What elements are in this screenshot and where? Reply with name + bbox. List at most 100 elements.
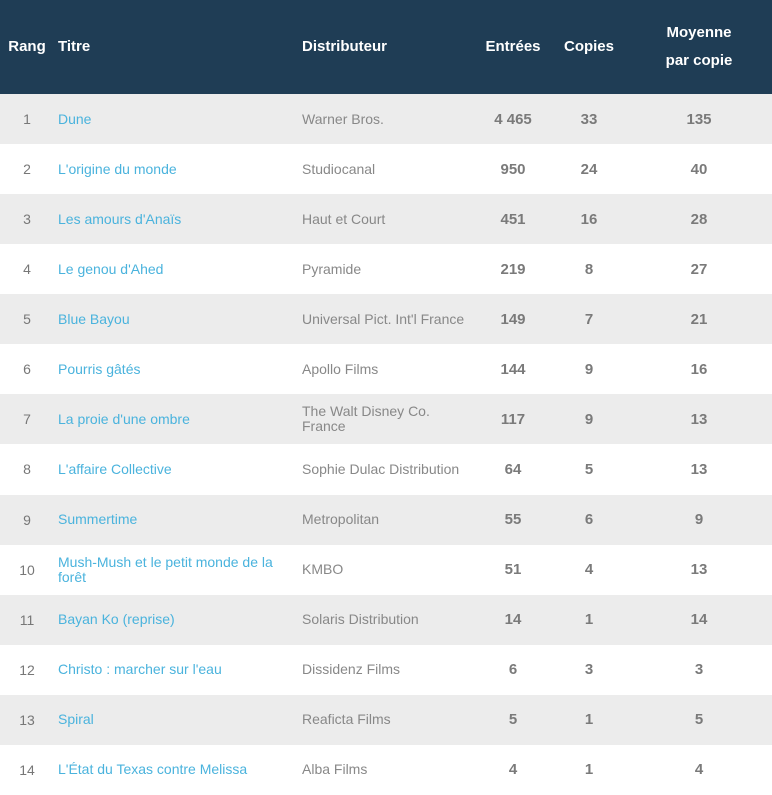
cell-distributor: Universal Pict. Int'l France [302,310,465,327]
film-title-link[interactable]: Spiral [58,711,94,728]
cell-title: Les amours d'Anaïs [54,194,296,244]
table-row: 10 Mush-Mush et le petit monde de la forê… [0,544,772,595]
film-title-link[interactable]: L'origine du monde [58,160,177,177]
cell-title: L'affaire Collective [54,444,296,494]
table-row: 6 Pourris gâtés Apollo Films 144 9 16 [0,344,772,395]
film-title-link[interactable]: Les amours d'Anaïs [58,210,182,227]
cell-rank: 2 [23,161,31,178]
cell-admissions: 14 [504,611,522,629]
cell-admissions: 6 [508,661,518,679]
cell-distributor: KMBO [302,561,344,578]
table-row: 5 Blue Bayou Universal Pict. Int'l France 1… [0,294,772,345]
cell-copies: 16 [580,210,598,228]
cell-rank: 11 [19,611,35,628]
cell-admissions: 4 465 [494,110,532,128]
cell-admissions: 4 [508,761,518,779]
cell-admissions: 149 [500,310,526,328]
cell-copies: 24 [580,160,598,178]
cell-distributor: Pyramide [302,260,362,277]
cell-title: Christo : marcher sur l'eau [54,645,296,695]
cell-admissions: 51 [504,561,522,579]
cell-rank: 10 [19,561,35,578]
cell-admissions: 144 [500,360,526,378]
table-row: 7 La proie d'une ombre The Walt Disney Co.… [0,394,772,445]
cell-average: 28 [690,210,708,228]
cell-distributor: Warner Bros. [302,110,384,127]
table-row: 8 L'affaire Collective Sophie Dulac Distri… [0,444,772,495]
header-distributor: Distributeur [302,38,388,55]
cell-distributor: Sophie Dulac Distribution [302,460,460,477]
header-admissions: Entrées [485,38,541,55]
cell-copies: 4 [584,561,594,579]
film-title-link[interactable]: Dune [58,110,92,127]
header-copies: Copies [563,38,614,55]
cell-rank: 13 [19,711,35,728]
cell-copies: 8 [584,260,594,278]
cell-average: 13 [690,460,708,478]
cell-title: La proie d'une ombre [54,394,296,444]
cell-copies: 6 [584,511,594,529]
cell-title: Summertime [54,495,296,545]
cell-rank: 4 [23,261,31,278]
film-title-link[interactable]: L'État du Texas contre Melissa [58,761,248,778]
cell-average: 14 [690,611,708,629]
film-title-link[interactable]: Christo : marcher sur l'eau [58,661,222,678]
cell-title: Blue Bayou [54,294,296,344]
cell-copies: 9 [584,410,594,428]
cell-title: Pourris gâtés [54,344,296,394]
cell-rank: 7 [23,411,31,428]
cell-title: Bayan Ko (reprise) [54,595,296,645]
cell-copies: 1 [584,761,594,779]
cell-admissions: 5 [508,711,518,729]
header-row: Rang Titre Distributeur Entrées Copies M… [0,0,772,94]
cell-rank: 9 [23,511,31,528]
cell-average: 40 [690,160,708,178]
film-title-link[interactable]: L'affaire Collective [58,460,172,477]
cell-average: 13 [690,410,708,428]
film-title-link[interactable]: Le genou d'Ahed [58,260,164,277]
table-row: 12 Christo : marcher sur l'eau Dissidenz F… [0,644,772,695]
cell-admissions: 950 [500,160,526,178]
cell-rank: 1 [23,111,31,128]
cell-average: 21 [690,310,708,328]
cell-title: Spiral [54,695,296,745]
cell-admissions: 55 [504,511,522,529]
table-row: 11 Bayan Ko (reprise) Solaris Distribution… [0,594,772,645]
cell-admissions: 117 [500,410,526,428]
cell-title: Le genou d'Ahed [54,244,296,294]
cell-average: 135 [686,110,712,128]
cell-distributor: Haut et Court [302,210,386,227]
cell-title: Dune [54,94,296,144]
film-title-link[interactable]: Bayan Ko (reprise) [58,611,175,628]
film-title-link[interactable]: Pourris gâtés [58,360,141,377]
cell-average: 4 [694,761,704,779]
cell-admissions: 451 [500,210,526,228]
cell-distributor: Solaris Distribution [302,611,419,628]
cell-rank: 8 [23,461,31,478]
film-title-link[interactable]: Mush-Mush et le petit monde de la forêt [58,553,273,585]
cell-copies: 5 [584,460,594,478]
cell-distributor: Reaficta Films [302,711,391,728]
cell-copies: 7 [584,310,594,328]
table-body: 1 Dune Warner Bros. 4 465 33 135 2 L'origine du… [0,94,772,795]
cell-copies: 9 [584,360,594,378]
cell-distributor: Metropolitan [302,511,380,528]
cell-rank: 14 [19,761,35,778]
cell-average: 3 [694,661,704,679]
cell-copies: 1 [584,711,594,729]
table-row: 13 Spiral Reaficta Films 5 1 5 [0,694,772,745]
table-header: Rang Titre Distributeur Entrées Copies M… [0,0,772,94]
film-title-link[interactable]: Blue Bayou [58,310,130,327]
cell-title: Mush-Mush et le petit monde de la forêt [54,545,296,595]
cell-title: L'origine du monde [54,144,296,194]
cell-admissions: 219 [500,260,526,278]
cell-copies: 33 [580,110,598,128]
header-rank: Rang [8,38,46,55]
cell-rank: 6 [23,361,31,378]
table-row: 4 Le genou d'Ahed Pyramide 219 8 27 [0,244,772,295]
film-title-link[interactable]: Summertime [58,511,138,528]
film-title-link[interactable]: La proie d'une ombre [58,410,190,427]
cell-distributor: Studiocanal [302,160,376,177]
table-row: 3 Les amours d'Anaïs Haut et Court 451 16 28 [0,194,772,245]
